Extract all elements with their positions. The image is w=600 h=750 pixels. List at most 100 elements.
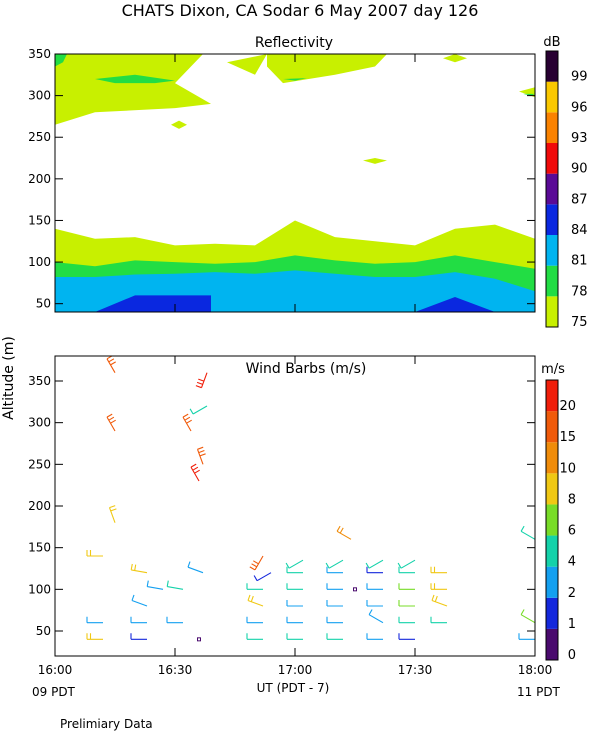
wind-barb <box>326 566 343 574</box>
main-title: CHATS Dixon, CA Sodar 6 May 2007 day 126 <box>122 1 479 20</box>
reflectivity-patch <box>55 54 211 125</box>
wind-barb <box>253 572 272 582</box>
wind-barb <box>398 600 415 607</box>
wind-barb <box>366 583 383 590</box>
wind-barb <box>398 633 415 640</box>
wind-barb <box>286 600 303 607</box>
wind-barb <box>520 609 536 624</box>
wind-barb <box>166 580 184 590</box>
reflectivity-colorbar-frame <box>545 50 559 328</box>
right-time-note: 11 PDT <box>517 685 561 699</box>
reflectivity-colorbar-label: 78 <box>571 284 588 299</box>
reflectivity-ytick-label: 50 <box>36 297 51 311</box>
wind-colorbar-frame <box>545 379 559 661</box>
wind-barb <box>368 609 384 624</box>
reflectivity-colorbar-label: 84 <box>571 223 588 238</box>
wind-barb <box>182 413 192 432</box>
wind-frame <box>54 355 536 657</box>
reflectivity-colorbar-swatch <box>546 51 558 82</box>
wind-barb <box>286 583 303 590</box>
wind-barb <box>366 566 383 574</box>
reflectivity-patch <box>55 54 67 67</box>
wind-barb <box>286 633 303 640</box>
wind-barb <box>398 616 415 624</box>
wind-barb <box>249 555 264 571</box>
reflectivity-ytick-label: 150 <box>28 213 51 227</box>
wind-barb <box>286 616 303 624</box>
wind-colorbar-swatch <box>546 535 558 567</box>
wind-barb <box>326 583 343 590</box>
wind-barb <box>86 633 103 640</box>
wind-colorbar-label: 1 <box>568 617 576 632</box>
reflectivity-ytick-label: 300 <box>28 89 51 103</box>
wind-barb <box>431 594 448 607</box>
wind-barb <box>366 633 383 640</box>
reflectivity-colorbar-label: 87 <box>571 192 588 207</box>
wind-barb <box>131 594 148 607</box>
wind-barb <box>397 559 416 569</box>
reflectivity-patch <box>523 93 535 96</box>
wind-barb <box>86 550 103 557</box>
wind-barb <box>398 566 415 574</box>
wind-barbs <box>86 355 536 642</box>
wind-barb <box>190 463 200 482</box>
reflectivity-colorbar-label: 90 <box>571 162 588 177</box>
wind-barb <box>106 413 116 432</box>
wind-ytick-label: 50 <box>36 624 51 638</box>
wind-barb <box>130 633 147 640</box>
reflectivity-ytick-label: 350 <box>28 47 51 61</box>
reflectivity-patch <box>363 158 387 164</box>
reflectivity-colorbar-swatch <box>546 112 558 143</box>
wind-barb-calm <box>353 587 357 592</box>
x-axis-label: UT (PDT - 7) <box>257 681 330 695</box>
wind-panel: Wind Barbs (m/s) 5010015020025030035016:… <box>28 355 576 677</box>
wind-colorbar-swatch <box>546 504 558 536</box>
wind-ytick-label: 250 <box>28 457 51 471</box>
wind-colorbar-swatch <box>546 411 558 443</box>
wind-colorbar-swatch <box>546 473 558 505</box>
reflectivity-colorbar-label: 93 <box>571 131 588 146</box>
reflectivity-patch <box>171 120 187 129</box>
wind-title: Wind Barbs (m/s) <box>246 361 367 377</box>
wind-ytick-label: 300 <box>28 416 51 430</box>
reflectivity-ytick-label: 100 <box>28 255 51 269</box>
wind-barb <box>430 566 447 574</box>
wind-colorbar-label: 20 <box>559 399 576 414</box>
reflectivity-colorbar-swatch <box>546 81 558 113</box>
reflectivity-colorbar: 75 78 81 84 87 90 93 96 99 <box>545 50 588 330</box>
wind-barb <box>325 559 344 569</box>
reflectivity-colorbar-swatch <box>546 143 558 174</box>
wind-barb <box>246 616 263 624</box>
reflectivity-title: Reflectivity <box>255 35 333 51</box>
wind-ytick-label: 350 <box>28 374 51 388</box>
wind-barb <box>336 525 352 540</box>
wind-colorbar-swatch <box>546 628 558 660</box>
wind-barb <box>326 600 343 607</box>
wind-barb <box>518 633 535 640</box>
wind-colorbar-label: 15 <box>559 430 576 445</box>
wind-barb <box>86 616 103 624</box>
reflectivity-colorbar-swatch <box>546 235 558 266</box>
wind-barb <box>366 600 383 607</box>
wind-barb <box>286 566 303 574</box>
wind-barb <box>430 583 447 590</box>
reflectivity-patch <box>267 54 387 84</box>
wind-colorbar-label: 8 <box>568 492 576 507</box>
wind-barb <box>326 633 343 640</box>
reflectivity-patch <box>443 54 467 63</box>
wind-barb <box>520 525 536 540</box>
wind-colorbar-swatch <box>546 442 558 474</box>
wind-barb <box>365 559 384 569</box>
reflectivity-colorbar-label: 75 <box>571 315 588 330</box>
y-axis-label: Altitude (m) <box>1 336 17 420</box>
reflectivity-patch <box>415 297 495 312</box>
wind-barb <box>108 505 117 523</box>
wind-ytick-label: 150 <box>28 541 51 555</box>
wind-barb <box>166 616 183 624</box>
reflectivity-colorbar-unit: dB <box>543 35 560 50</box>
wind-barb <box>106 355 116 373</box>
wind-xtick-label: 17:30 <box>398 663 433 677</box>
wind-xtick-label: 17:00 <box>278 663 313 677</box>
wind-ytick-label: 200 <box>28 499 51 513</box>
